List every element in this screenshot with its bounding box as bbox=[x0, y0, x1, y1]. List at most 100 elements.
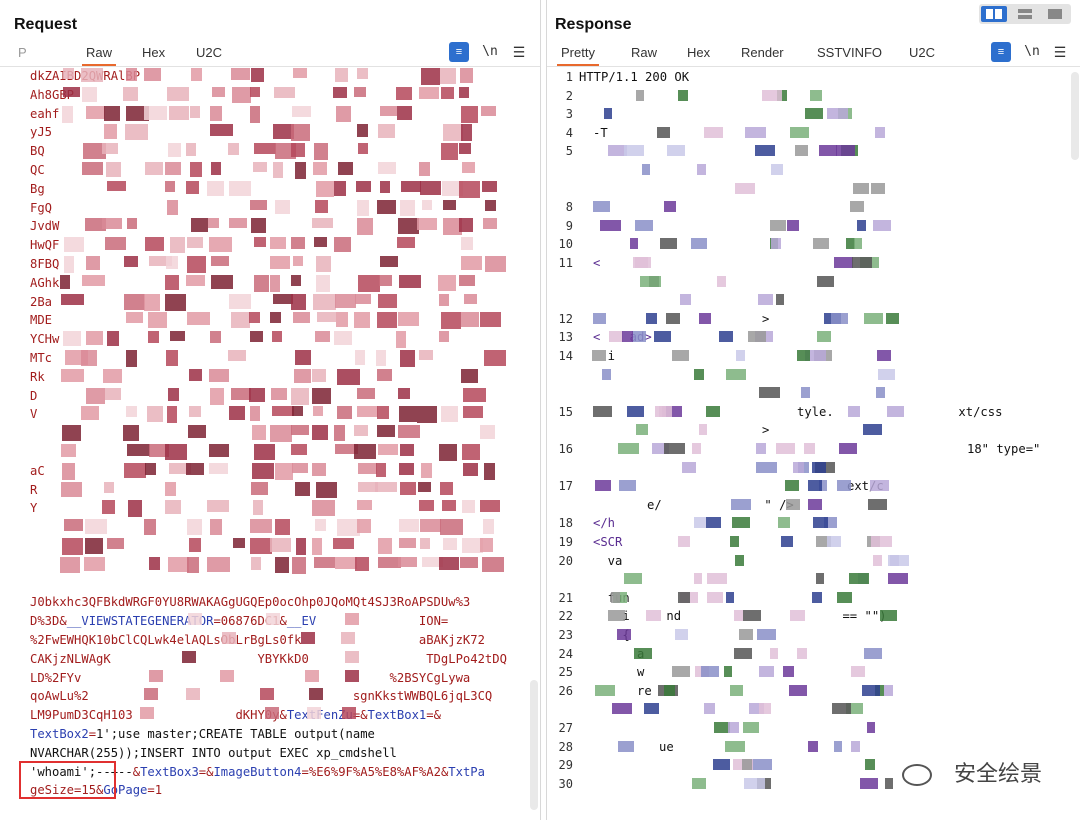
line-text: w bbox=[593, 665, 645, 680]
redaction-block bbox=[707, 591, 723, 603]
response-tab-u2c[interactable]: U2C bbox=[909, 45, 936, 60]
redaction-block bbox=[400, 199, 415, 216]
redaction-block bbox=[337, 368, 360, 385]
single-pane-icon[interactable] bbox=[1042, 6, 1068, 22]
redaction-block bbox=[61, 368, 84, 382]
response-line: 11 < bbox=[547, 254, 1080, 272]
redaction-block bbox=[699, 312, 711, 324]
redaction-block bbox=[854, 238, 862, 250]
redaction-block bbox=[781, 536, 793, 547]
redaction-block bbox=[745, 126, 766, 138]
request-tab-p[interactable]: P bbox=[18, 45, 27, 60]
redaction-block bbox=[418, 481, 431, 492]
line-text: < bbox=[593, 256, 601, 270]
response-tab-hex[interactable]: Hex bbox=[687, 45, 711, 60]
line-text: i bbox=[607, 349, 616, 363]
response-tab-sstvinfo[interactable]: SSTVINFO bbox=[817, 45, 883, 60]
redaction-block bbox=[672, 350, 689, 361]
redaction-block bbox=[317, 312, 336, 323]
response-tab-raw[interactable]: Raw bbox=[631, 45, 658, 60]
response-title: Response bbox=[555, 16, 632, 33]
redaction-block bbox=[61, 444, 76, 457]
line-number: 8 bbox=[565, 200, 573, 215]
redaction-block bbox=[726, 591, 734, 603]
redaction-block bbox=[461, 237, 473, 251]
redaction-block bbox=[662, 405, 682, 417]
redaction-block bbox=[692, 443, 701, 454]
request-line: NVARCHAR(255));INSERT INTO output EXEC x… bbox=[30, 745, 397, 760]
redaction-block bbox=[63, 331, 81, 347]
redaction-block bbox=[888, 573, 908, 585]
redaction-block bbox=[636, 89, 644, 101]
redaction-block bbox=[104, 481, 114, 493]
redaction-block bbox=[611, 591, 620, 603]
redaction-block bbox=[149, 556, 160, 570]
redaction-block bbox=[664, 443, 685, 454]
redaction-block bbox=[357, 124, 368, 138]
redaction-block bbox=[813, 517, 828, 529]
hamburger-menu-icon[interactable]: ☰ bbox=[1053, 44, 1067, 60]
redaction-block bbox=[165, 500, 181, 515]
response-tab-pretty[interactable]: Pretty bbox=[557, 44, 599, 66]
redaction-block bbox=[618, 740, 634, 752]
redaction-block bbox=[398, 218, 419, 235]
redaction-block bbox=[167, 199, 178, 215]
redaction-block bbox=[831, 312, 848, 324]
redaction-block bbox=[126, 312, 143, 324]
redaction-block bbox=[812, 591, 822, 603]
redaction-block bbox=[357, 387, 375, 399]
redaction-block bbox=[250, 105, 260, 123]
split-rows-icon[interactable] bbox=[1012, 6, 1038, 22]
redaction-block bbox=[86, 331, 103, 346]
redaction-block bbox=[169, 462, 191, 474]
redaction-block bbox=[675, 629, 688, 640]
redaction-block bbox=[857, 219, 866, 231]
request-scrollbar[interactable] bbox=[530, 680, 538, 810]
request-line: Y bbox=[30, 501, 38, 516]
redaction-block bbox=[211, 274, 233, 289]
redaction-block bbox=[672, 666, 690, 678]
redaction-block bbox=[839, 443, 857, 454]
redaction-block bbox=[144, 68, 161, 81]
redaction-block bbox=[105, 387, 121, 400]
line-number: 24 bbox=[558, 646, 573, 661]
redaction-block bbox=[293, 312, 310, 324]
redaction-block bbox=[630, 238, 638, 250]
redaction-block bbox=[249, 387, 265, 402]
word-wrap-icon[interactable]: ≡ bbox=[449, 42, 469, 62]
request-tab-u2c[interactable]: U2C bbox=[196, 45, 223, 60]
request-tab-hex[interactable]: Hex bbox=[142, 45, 166, 60]
request-line: CAKjzNLWAgK YBYKkD0 TDgLPo42tDQ bbox=[30, 651, 507, 666]
redaction-block bbox=[251, 218, 266, 234]
request-tab-raw[interactable]: Raw bbox=[82, 44, 117, 66]
redaction-block bbox=[292, 462, 308, 473]
redaction-block bbox=[819, 145, 837, 157]
redaction-block bbox=[270, 274, 280, 292]
redaction-block bbox=[707, 573, 727, 585]
split-columns-icon[interactable] bbox=[981, 6, 1007, 22]
redaction-block bbox=[778, 517, 790, 529]
request-line: LM9PumD3CqH103 dKHY0y&TextFenZu=&TextBox… bbox=[30, 708, 441, 723]
redaction-block bbox=[358, 481, 378, 492]
redaction-block bbox=[482, 556, 504, 572]
response-scrollbar[interactable] bbox=[1071, 72, 1079, 160]
redaction-block bbox=[128, 500, 142, 518]
redaction-block bbox=[357, 519, 371, 534]
response-tab-render[interactable]: Render bbox=[741, 45, 784, 60]
redaction-block bbox=[334, 237, 351, 253]
word-wrap-icon[interactable]: ≡ bbox=[991, 42, 1011, 62]
redaction-block bbox=[273, 162, 283, 178]
hamburger-menu-icon[interactable]: ☰ bbox=[512, 44, 526, 60]
redaction-block bbox=[827, 536, 841, 547]
newline-toggle[interactable]: \n bbox=[482, 44, 498, 59]
request-editor[interactable]: dkZAIBD2QWRAlBPAh8GBPeahfyJ5BQQCBgFgQJvd… bbox=[0, 66, 540, 820]
newline-toggle[interactable]: \n bbox=[1024, 44, 1040, 59]
redaction-block bbox=[126, 68, 137, 81]
response-line: 29 bbox=[547, 756, 1080, 774]
redaction-block bbox=[837, 591, 852, 603]
redaction-block bbox=[442, 180, 463, 196]
redaction-block bbox=[666, 312, 680, 324]
redaction-block bbox=[804, 443, 815, 454]
redaction-block bbox=[208, 218, 219, 229]
